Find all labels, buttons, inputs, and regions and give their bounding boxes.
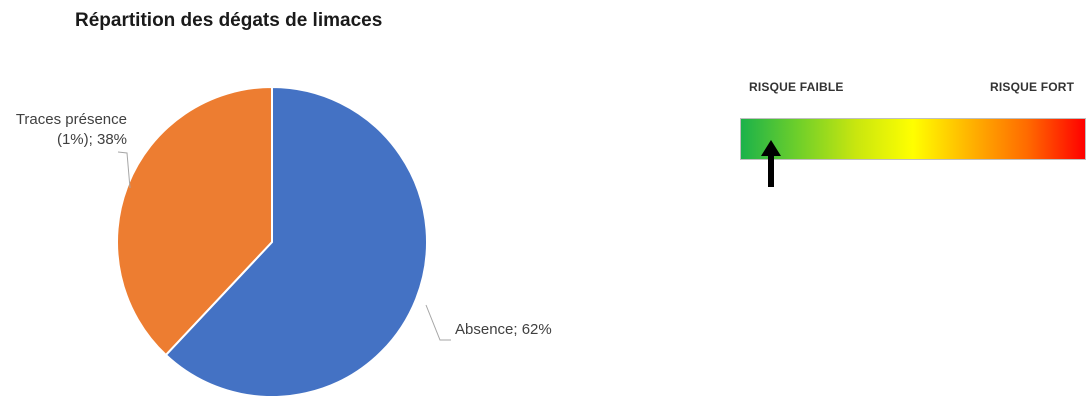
slice-label-traces-line2: (1%); 38% <box>56 131 127 148</box>
risk-low-label: RISQUE FAIBLE <box>749 80 844 94</box>
risk-gradient-bar <box>740 118 1086 160</box>
risk-indicator-arrow-icon <box>761 140 782 187</box>
slice-label-absence: Absence; 62% <box>455 321 552 338</box>
risk-high-label: RISQUE FORT <box>990 80 1075 94</box>
leader-line-absence <box>425 304 451 341</box>
chart-title: Répartition des dégats de limaces <box>75 10 383 31</box>
pie-slice-traces <box>116 85 273 357</box>
pie-slice-absence <box>164 85 428 396</box>
pie-chart <box>116 85 451 396</box>
slice-label-traces-line1: Traces présence <box>15 111 127 128</box>
slice-label-traces: Traces présence (1%); 38% <box>12 110 127 150</box>
leader-line-traces <box>117 151 131 189</box>
